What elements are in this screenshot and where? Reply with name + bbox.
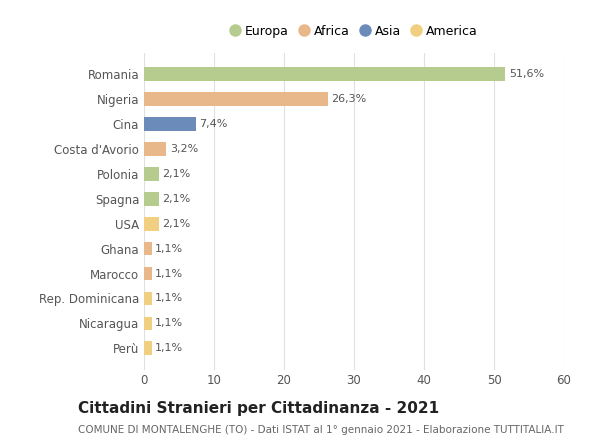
Bar xyxy=(144,217,158,231)
Bar xyxy=(144,117,196,131)
Text: 1,1%: 1,1% xyxy=(155,343,184,353)
Bar xyxy=(144,292,152,305)
Text: 3,2%: 3,2% xyxy=(170,144,198,154)
Bar xyxy=(144,316,152,330)
Text: 1,1%: 1,1% xyxy=(155,268,184,279)
Bar xyxy=(144,67,505,81)
Text: 51,6%: 51,6% xyxy=(509,69,544,79)
Bar xyxy=(144,242,152,256)
Text: COMUNE DI MONTALENGHE (TO) - Dati ISTAT al 1° gennaio 2021 - Elaborazione TUTTIT: COMUNE DI MONTALENGHE (TO) - Dati ISTAT … xyxy=(78,425,564,435)
Text: 1,1%: 1,1% xyxy=(155,244,184,253)
Bar xyxy=(144,92,328,106)
Text: 7,4%: 7,4% xyxy=(199,119,227,129)
Bar xyxy=(144,142,166,156)
Text: 26,3%: 26,3% xyxy=(332,94,367,104)
Text: 2,1%: 2,1% xyxy=(162,219,190,229)
Text: 2,1%: 2,1% xyxy=(162,169,190,179)
Text: 1,1%: 1,1% xyxy=(155,319,184,328)
Text: 1,1%: 1,1% xyxy=(155,293,184,304)
Legend: Europa, Africa, Asia, America: Europa, Africa, Asia, America xyxy=(226,21,482,41)
Text: Cittadini Stranieri per Cittadinanza - 2021: Cittadini Stranieri per Cittadinanza - 2… xyxy=(78,401,439,416)
Bar xyxy=(144,167,158,181)
Text: 2,1%: 2,1% xyxy=(162,194,190,204)
Bar xyxy=(144,341,152,355)
Bar xyxy=(144,267,152,280)
Bar xyxy=(144,192,158,205)
